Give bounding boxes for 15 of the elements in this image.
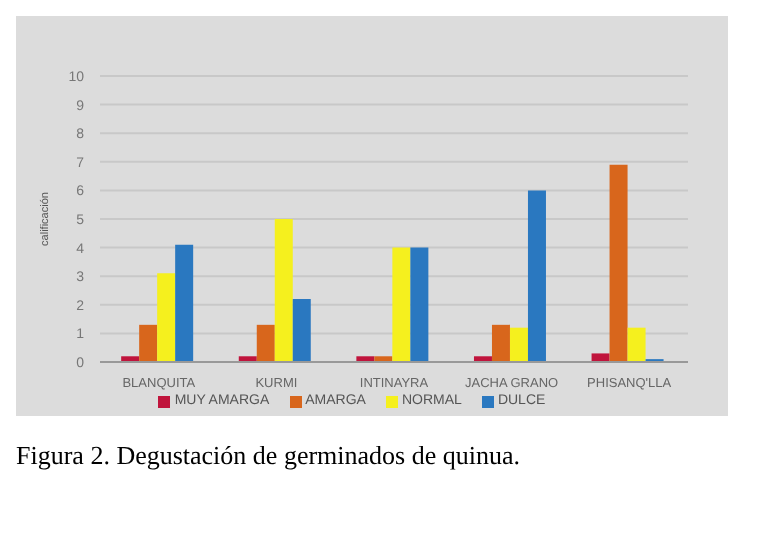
bar <box>256 324 275 362</box>
bar <box>274 219 293 362</box>
bar <box>491 324 510 362</box>
bar <box>410 247 429 362</box>
bar <box>157 273 176 362</box>
bar <box>509 327 528 362</box>
text: Figura 2. Degustación de germinados de quinua. <box>16 440 522 470</box>
bar <box>292 299 311 362</box>
bar <box>627 327 646 362</box>
bar <box>609 164 628 362</box>
bar <box>139 324 158 362</box>
bar <box>392 247 411 362</box>
bar <box>175 244 194 362</box>
bar <box>527 190 546 362</box>
bar <box>591 353 610 362</box>
